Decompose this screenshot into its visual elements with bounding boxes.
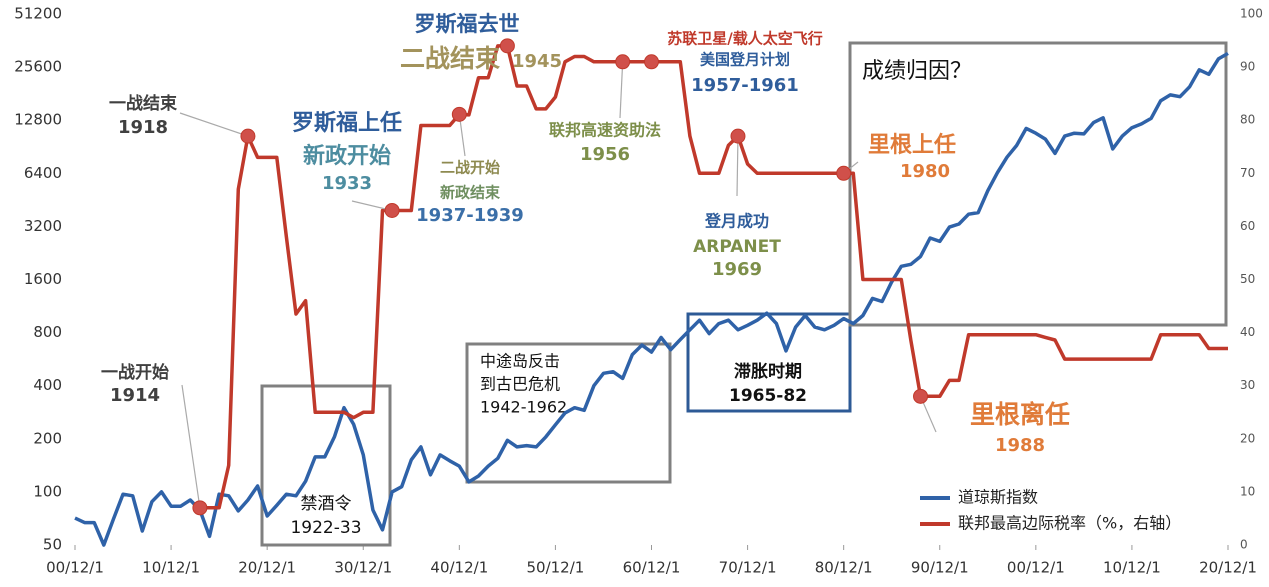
y2-tick-label: 0 — [1240, 538, 1248, 552]
annotation-box — [848, 41, 1228, 327]
y2-tick-label: 20 — [1240, 431, 1255, 445]
leader-line — [179, 112, 249, 137]
y2-tick-label: 50 — [1240, 272, 1255, 286]
x-tick-label: 20/12/1 — [238, 559, 296, 577]
y2-tick-label: 60 — [1240, 219, 1255, 233]
x-tick-label: 70/12/1 — [719, 559, 777, 577]
y2-tick-label: 90 — [1240, 60, 1255, 74]
annotation-text: 苏联卫星/载人太空飞行 — [667, 30, 822, 48]
annotation-text: 一战开始 — [101, 362, 169, 383]
y2-tick-label: 70 — [1240, 166, 1255, 180]
event-marker — [913, 388, 929, 404]
annotation-text: 里根离任 — [970, 400, 1070, 429]
event-marker — [384, 202, 400, 218]
annotation-text: 美国登月计划 — [700, 51, 790, 69]
box-text: 禁酒令 — [301, 494, 352, 514]
event-marker — [730, 128, 746, 144]
legend-label: 道琼斯指数 — [958, 488, 1038, 507]
y-tick-label: 800 — [33, 323, 62, 341]
annotation-box — [260, 384, 392, 547]
x-tick-label: 00/12/1 — [46, 559, 104, 577]
event-marker — [836, 165, 852, 181]
box-text: 滞胀时期 — [734, 362, 802, 382]
x-tick-label: 40/12/1 — [430, 559, 488, 577]
y-tick-label: 51200 — [14, 5, 62, 23]
annotation-text: 1914 — [110, 385, 160, 406]
box-text: 成绩归因？ — [862, 59, 972, 84]
annotation-text: 1937-1939 — [416, 205, 524, 226]
event-marker — [644, 54, 659, 70]
annotation-text: 新政结束 — [440, 184, 501, 202]
y2-tick-label: 40 — [1240, 325, 1255, 339]
y-tick-label: 25600 — [14, 58, 62, 76]
y2-tick-label: 100 — [1240, 7, 1263, 21]
leader-line — [736, 136, 739, 197]
x-tick-label: 30/12/1 — [334, 559, 392, 577]
y2-tick-label: 30 — [1240, 378, 1255, 392]
annotation-text: 登月成功 — [704, 212, 769, 231]
annotation-text: 联邦高速资助法 — [549, 121, 661, 140]
event-marker — [451, 106, 467, 122]
x-tick-label: 80/12/1 — [815, 559, 873, 577]
x-tick-label: 90/12/1 — [911, 559, 969, 577]
box-text: 到古巴危机 — [480, 375, 560, 394]
y-tick-label: 12800 — [14, 111, 62, 129]
box-text: 1942-1962 — [480, 398, 567, 417]
annotation-text: 1969 — [712, 259, 762, 280]
annotation-text: 二战结束 — [400, 44, 501, 73]
annotation-text: 1933 — [322, 173, 372, 194]
annotation-text: 1956 — [580, 144, 630, 165]
box-text: 1922-33 — [290, 518, 361, 538]
event-marker — [240, 128, 256, 144]
legend-label: 联邦最高边际税率（%，右轴） — [958, 514, 1181, 533]
y-tick-label: 1600 — [24, 270, 62, 288]
annotation-text: 1988 — [995, 435, 1045, 456]
x-tick-label: 10/12/1 — [1103, 559, 1161, 577]
annotation-text: 新政开始 — [303, 143, 391, 169]
event-marker — [499, 38, 515, 54]
annotation-text: 里根上任 — [868, 132, 956, 158]
y-tick-label: 3200 — [24, 217, 62, 235]
annotation-text: 1980 — [900, 161, 950, 182]
box-text: 中途岛反击 — [480, 352, 560, 371]
event-marker — [192, 500, 208, 516]
y-tick-label: 6400 — [24, 164, 62, 182]
y2-tick-label: 80 — [1240, 113, 1255, 127]
annotation-text: 罗斯福上任 — [292, 110, 402, 136]
x-tick-label: 50/12/1 — [527, 559, 585, 577]
annotation-text: 罗斯福去世 — [415, 12, 520, 36]
annotation-text: 二战开始 — [440, 159, 500, 177]
annotation-text: ARPANET — [693, 237, 781, 257]
series-line — [199, 44, 1228, 510]
y-tick-label: 200 — [33, 429, 62, 447]
x-tick-label: 00/12/1 — [1007, 559, 1065, 577]
x-tick-label: 60/12/1 — [623, 559, 681, 577]
y-tick-label: 50 — [43, 536, 62, 554]
annotation-text: 1957-1961 — [691, 75, 799, 96]
annotation-box — [465, 342, 672, 484]
annotation-text: 1918 — [118, 117, 168, 138]
event-marker — [615, 54, 631, 70]
annotation-text: 1945 — [512, 51, 562, 72]
leader-line — [181, 384, 201, 508]
box-text: 1965-82 — [729, 386, 807, 406]
x-tick-label: 10/12/1 — [142, 559, 200, 577]
annotation-text: 一战结束 — [109, 93, 177, 114]
series-line — [74, 51, 1229, 547]
x-tick-label: 20/12/1 — [1199, 559, 1257, 577]
leader-line — [619, 61, 624, 119]
y2-tick-label: 10 — [1240, 484, 1255, 498]
y-tick-label: 400 — [33, 376, 62, 394]
y-tick-label: 100 — [33, 482, 62, 500]
